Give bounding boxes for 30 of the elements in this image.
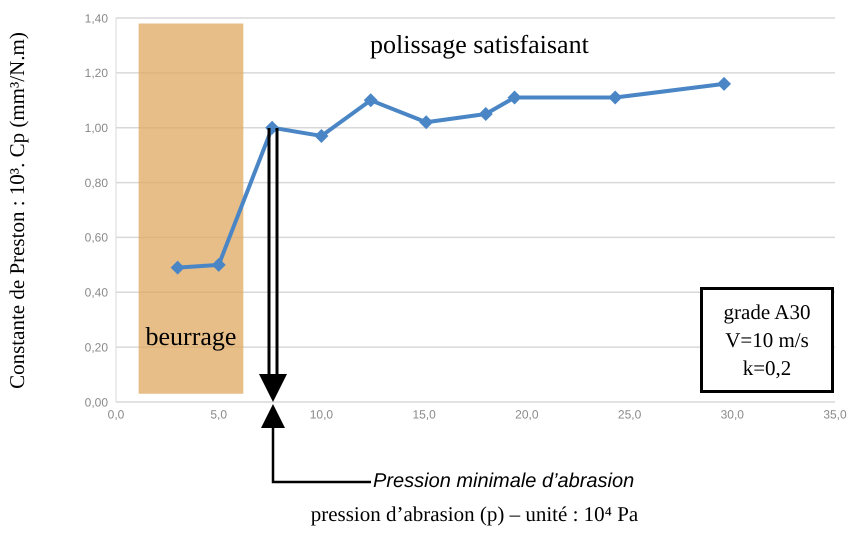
y-tick-label: 0,00 xyxy=(84,395,108,410)
x-axis-title: pression d’abrasion (p) – unité : 10⁴ Pa xyxy=(310,502,640,527)
y-tick-label: 1,00 xyxy=(84,120,108,135)
x-tick-label: 5,0 xyxy=(210,408,228,422)
point xyxy=(212,258,226,272)
band-label: beurrage xyxy=(144,322,238,352)
text: Pression minimale d’abrasion xyxy=(373,470,634,493)
y-tick-label: 1,20 xyxy=(84,66,108,80)
x-tick-label: 35,0 xyxy=(823,408,847,422)
y-tick-label: 0,20 xyxy=(84,340,108,354)
y-tick-label: 0,80 xyxy=(84,176,108,190)
y-axis-title: Constante de Preston : 10³. Cp (mm³/N.m) xyxy=(4,32,30,388)
x-tick-label: 30,0 xyxy=(720,408,744,422)
x-tick-label: 10,0 xyxy=(310,408,334,422)
point xyxy=(314,128,328,143)
annotation: grade A30 V=10 m/s k=0,2 xyxy=(700,287,834,393)
x-tick-label: 15,0 xyxy=(412,408,436,422)
x-tick-label: 0,0 xyxy=(108,408,125,422)
annotation: polissage satisfaisant xyxy=(370,30,589,60)
point xyxy=(419,115,434,130)
x-tick-label: 20,0 xyxy=(515,408,539,422)
point xyxy=(478,107,493,121)
y-tick-label: 1,40 xyxy=(84,11,108,26)
y-tick-label: 0,60 xyxy=(84,230,108,245)
y-tick-label: 0,40 xyxy=(84,286,108,300)
point xyxy=(364,93,378,108)
point xyxy=(608,90,622,105)
point xyxy=(717,76,732,91)
x-tick-label: 25,0 xyxy=(618,408,642,422)
point xyxy=(170,260,185,275)
